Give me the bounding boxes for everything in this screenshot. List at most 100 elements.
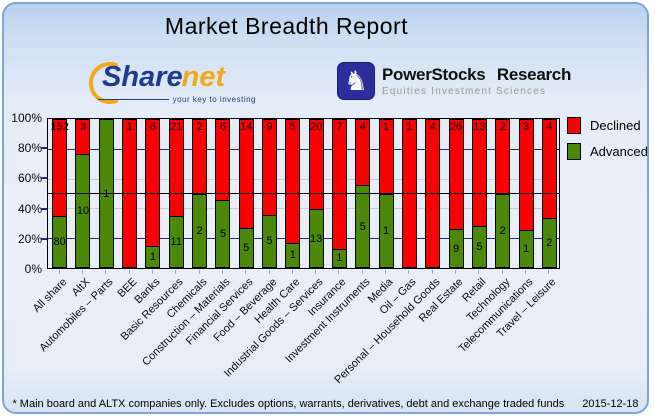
report-panel: Market Breadth Report Sharenet your key …	[2, 2, 649, 414]
bar-Travel – Leisure: 42	[541, 119, 557, 268]
declined-value-label: 6	[149, 121, 156, 133]
segment-advanced: 9	[449, 229, 463, 267]
bar-All share: 152 80	[50, 119, 69, 268]
declined-value-label: 1	[126, 121, 133, 133]
declined-value-label: 3	[79, 121, 87, 133]
x-tick	[455, 270, 457, 274]
segment-declined: 7	[332, 120, 346, 249]
report-date: 2015-12-18	[582, 398, 639, 410]
plot-area: 152 80 3 10 1 1 6 1 21 11 2 2 6 5 14 5 9 5 5 1 20 13 7 1 4 5 1 1 1 4 2…	[47, 118, 560, 269]
declined-value-label: 4	[429, 121, 436, 133]
segment-advanced: 1	[519, 230, 533, 267]
declined-value-label: 7	[336, 121, 343, 133]
x-tick	[431, 270, 433, 274]
declined-value-label: 3	[522, 121, 530, 133]
declined-value-label: 1	[406, 121, 413, 133]
x-tick	[245, 270, 247, 274]
segment-declined: 14	[239, 120, 253, 229]
sharenet-swoosh-icon	[88, 62, 118, 104]
advanced-value-label: 2	[546, 237, 553, 249]
powerstocks-tagline: Equities Investment Sciences	[382, 86, 547, 97]
segment-declined: 13	[472, 120, 486, 227]
powerstocks-name: PowerStocks Research	[382, 65, 572, 84]
y-tick-mark	[41, 147, 47, 150]
y-tick-mark	[41, 207, 47, 210]
segment-declined: 20	[309, 120, 323, 210]
declined-value-label: 2	[196, 121, 203, 133]
declined-value-label: 13	[473, 121, 486, 133]
x-tick	[221, 270, 223, 274]
x-tick	[81, 270, 83, 274]
declined-value-label: 5	[289, 121, 296, 133]
segment-advanced: 1	[379, 193, 393, 267]
legend-label: Advanced	[590, 144, 648, 159]
declined-value-label: 2	[499, 121, 506, 133]
sharenet-tagline-row: your key to investing	[98, 95, 256, 104]
reference-line-50pct	[48, 192, 559, 194]
x-tick	[105, 270, 107, 274]
x-tick	[361, 270, 363, 274]
segment-declined: 4	[426, 120, 440, 267]
bar-Health Care: 51	[285, 119, 301, 268]
segment-declined: 6	[216, 120, 230, 201]
x-tick	[198, 270, 200, 274]
x-tick	[525, 270, 527, 274]
bar-Basic Resources: 21 11	[168, 119, 184, 268]
x-tick	[408, 270, 410, 274]
legend-item-declined: Declined	[567, 117, 648, 134]
declined-value-label: 152	[50, 121, 69, 133]
advanced-value-label: 10	[76, 204, 90, 217]
bar-BEE: 1	[122, 119, 138, 268]
segment-advanced: 10	[76, 153, 90, 267]
y-tick-label-20: 20%	[17, 231, 42, 246]
segment-declined: 26	[449, 120, 463, 230]
footer: * Main board and ALTX companies only. Ex…	[4, 398, 647, 410]
segment-advanced: 5	[356, 185, 370, 267]
bar-AltX: 3 10	[75, 119, 91, 268]
bar-Industrial Goods – Services: 20 13	[308, 119, 324, 268]
legend-swatch-advanced	[567, 143, 581, 160]
segment-declined: 1	[402, 120, 416, 267]
bar-Retail: 13 5	[471, 119, 487, 268]
bar-Investment Instruments: 45	[355, 119, 371, 268]
sharenet-name-secondary: net	[181, 61, 226, 93]
advanced-value-label: 13	[310, 232, 323, 245]
advanced-value-label: 5	[219, 228, 226, 241]
segment-declined: 21	[169, 120, 183, 217]
segment-advanced: 13	[309, 209, 323, 267]
page-title: Market Breadth Report	[164, 13, 409, 39]
segment-declined: 1	[123, 120, 137, 267]
x-tick	[175, 270, 177, 274]
x-tick	[151, 270, 153, 274]
declined-value-label: 14	[240, 121, 253, 133]
x-tick	[128, 270, 130, 274]
gridline-60pct	[48, 178, 559, 180]
segment-declined: 3	[519, 120, 533, 231]
powerstocks-logo: ♞ PowerStocks Research Equities Investme…	[337, 62, 571, 106]
bar-Financial Services: 14 5	[238, 119, 254, 268]
x-tick	[385, 270, 387, 274]
x-tick	[315, 270, 317, 274]
segment-advanced: 2	[542, 218, 556, 267]
advanced-value-label: 80	[53, 236, 66, 249]
segment-declined: 2	[496, 120, 510, 194]
segment-advanced: 5	[216, 200, 230, 267]
gridline-80pct	[48, 148, 559, 150]
segment-advanced: 1	[332, 248, 346, 267]
x-tick	[478, 270, 480, 274]
declined-value-label: 4	[359, 121, 366, 133]
advanced-value-label: 1	[289, 249, 296, 262]
legend-label: Declined	[590, 118, 641, 133]
advanced-value-label: 2	[499, 224, 506, 237]
gridline-20pct	[48, 238, 559, 240]
bar-Automobiles – Parts: 1	[98, 119, 114, 268]
bar-Oil – Gas: 1	[401, 119, 417, 268]
advanced-value-label: 1	[149, 251, 156, 263]
y-tick-label-0: 0%	[24, 262, 42, 276]
advanced-value-label: 1	[103, 187, 110, 200]
declined-value-label: 4	[546, 121, 553, 133]
